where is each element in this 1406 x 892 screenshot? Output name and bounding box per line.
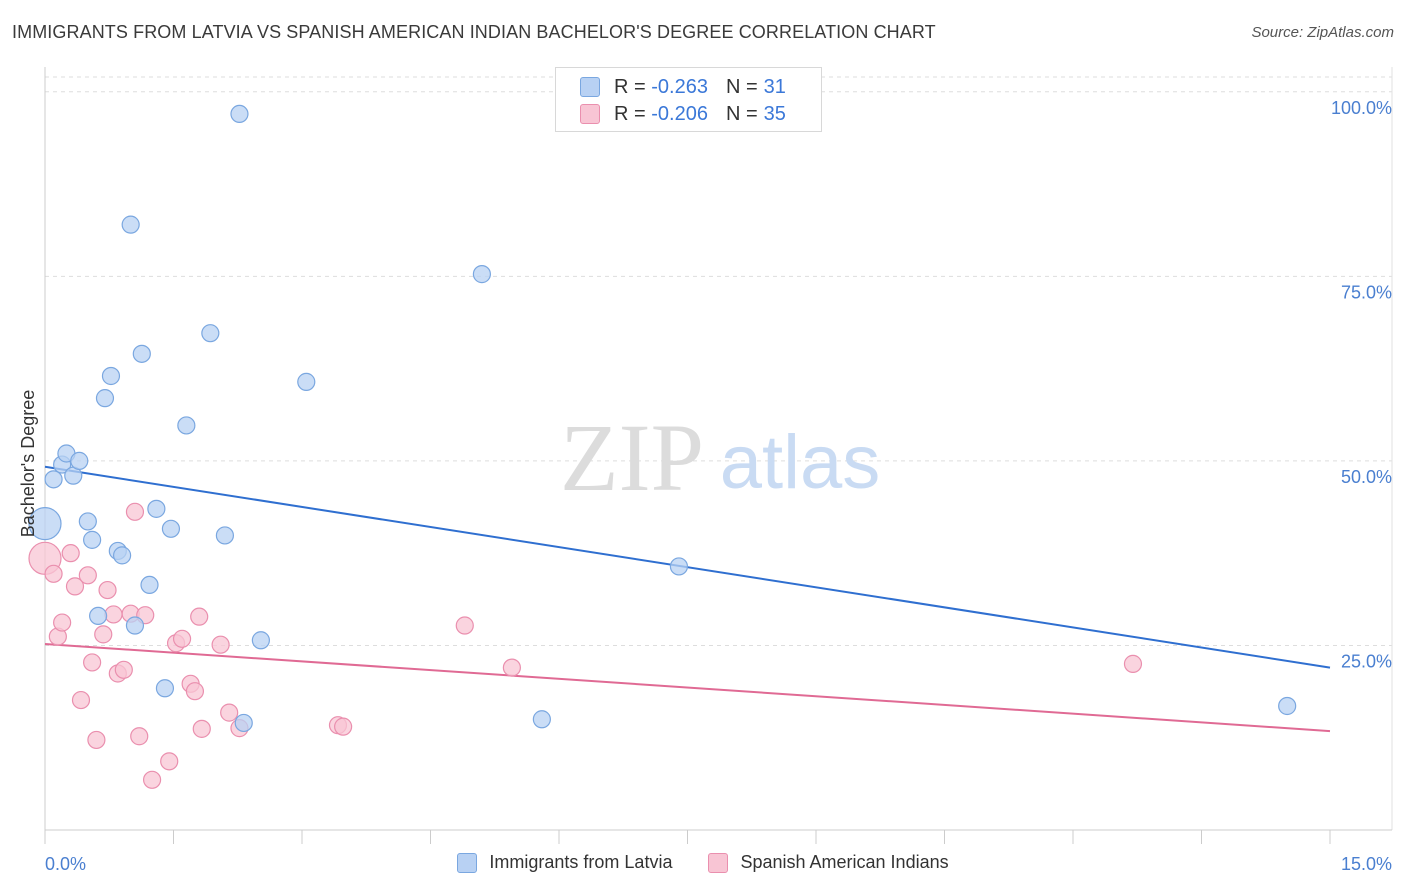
spanish-point	[334, 717, 353, 736]
latvia-point	[161, 519, 181, 538]
legend-n-value: 31	[763, 75, 786, 98]
watermark-zip: ZIP	[560, 404, 704, 511]
latvia-point	[132, 344, 151, 363]
spanish-point	[78, 566, 97, 585]
y-tick-label: 25.0%	[1341, 651, 1392, 671]
latvia-point	[201, 324, 220, 343]
axes	[44, 67, 1393, 844]
legend-r-value: -0.263	[651, 75, 708, 98]
spanish-point	[71, 690, 91, 710]
spanish-point	[87, 730, 106, 750]
spanish-point	[114, 660, 133, 679]
latvia-point	[147, 499, 166, 518]
latvia-point	[44, 470, 63, 489]
source-label: Source: ZipAtlas.com	[1251, 24, 1394, 41]
spanish-point	[98, 580, 117, 600]
legend-r-value: -0.206	[651, 102, 708, 125]
spanish-point	[104, 605, 123, 624]
latvia-point	[95, 389, 115, 408]
legend-swatch-blue	[580, 77, 600, 97]
series-legend-spanish: Spanish American Indians	[708, 852, 949, 873]
legend-r-label: R =	[614, 75, 646, 98]
legend-row-latvia: R = -0.263 N = 31	[580, 74, 786, 100]
legend-swatch-pink	[580, 104, 600, 124]
spanish-point	[65, 577, 85, 596]
spanish-point	[220, 703, 239, 722]
latvia-point	[121, 215, 140, 234]
spanish-point	[1123, 654, 1143, 673]
legend-r-label: R =	[614, 102, 646, 125]
spanish-point	[502, 658, 521, 677]
legend-row-spanish: R = -0.206 N = 35	[580, 101, 786, 127]
latvia-point	[89, 606, 108, 626]
spanish-point	[130, 727, 149, 746]
series-legend-latvia: Immigrants from Latvia	[457, 852, 672, 873]
latvia-point	[70, 451, 89, 470]
latvia-point	[297, 372, 316, 391]
series-swatch-blue	[457, 852, 478, 873]
legend-n-label: N =	[725, 75, 758, 98]
latvia-point	[83, 530, 102, 549]
latvia-point	[155, 679, 175, 698]
spanish-point	[172, 629, 192, 648]
axis-labels: 25.0% 50.0% 75.0% 100.0% 0.0% 15.0% Bachelor's…	[18, 98, 1392, 874]
chart-title: IMMIGRANTS FROM LATVIA VS SPANISH AMERIC…	[12, 22, 936, 42]
latvia-point	[215, 526, 234, 545]
spanish-point	[53, 613, 72, 632]
latvia-point	[669, 557, 689, 576]
grid-lines	[45, 76, 1392, 646]
stats-legend: R = -0.263 N = 31 R = -0.206 N = 35	[555, 67, 822, 132]
legend-n-value: 35	[763, 102, 786, 125]
series-legend: Immigrants from Latvia Spanish American …	[0, 852, 1406, 873]
spanish-point	[211, 635, 230, 654]
spanish-point	[192, 719, 211, 738]
latvia-point	[1278, 696, 1297, 716]
spanish-point	[185, 682, 205, 701]
watermark-atlas: atlas	[720, 420, 881, 505]
legend-n-label: N =	[725, 102, 758, 125]
y-tick-label: 50.0%	[1341, 467, 1392, 487]
latvia-point	[472, 265, 491, 284]
latvia-point	[532, 710, 551, 729]
latvia-point	[234, 713, 253, 733]
series-swatch-pink	[708, 852, 729, 873]
spanish-point	[61, 544, 80, 563]
spanish-point	[455, 616, 474, 635]
watermark: ZIP atlas	[560, 404, 880, 511]
latvia-point	[140, 575, 159, 595]
latvia-point	[230, 104, 249, 124]
series-name: Spanish American Indians	[740, 852, 949, 872]
series-name: Immigrants from Latvia	[489, 852, 673, 872]
spanish-point	[83, 653, 102, 672]
y-axis-title: Bachelor's Degree	[18, 390, 38, 538]
latvia-point	[28, 507, 62, 541]
spanish-trend-line	[44, 642, 1331, 733]
latvia-point	[101, 366, 121, 386]
latvia-point	[78, 512, 97, 531]
x-tick-label: 15.0%	[1341, 854, 1392, 874]
latvia-point	[251, 631, 270, 650]
spanish-point	[94, 625, 113, 644]
spanish-point	[160, 752, 179, 771]
spanish-point	[125, 502, 145, 521]
data-points	[28, 104, 1297, 789]
y-tick-label: 100.0%	[1331, 98, 1392, 118]
latvia-point	[112, 546, 132, 565]
spanish-point	[190, 607, 209, 626]
latvia-point	[177, 416, 196, 435]
spanish-point	[44, 564, 63, 583]
spanish-point	[142, 770, 162, 789]
latvia-point	[125, 616, 145, 635]
x-tick-label: 0.0%	[45, 854, 86, 874]
y-tick-label: 75.0%	[1341, 282, 1392, 302]
